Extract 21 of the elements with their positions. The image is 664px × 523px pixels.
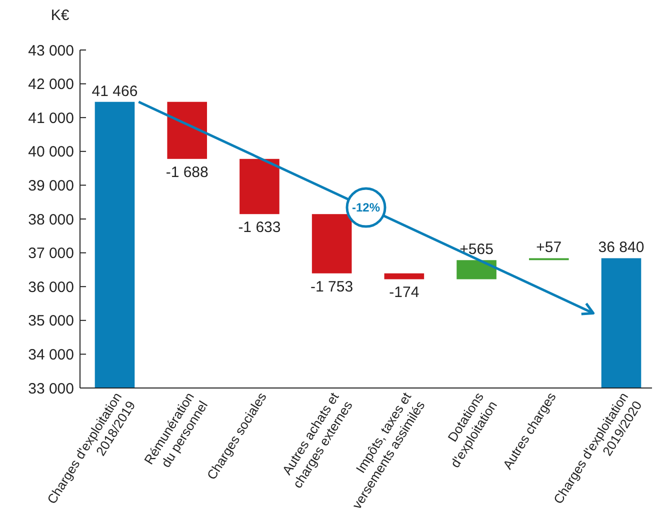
data-label: +565 [460, 241, 494, 258]
data-label: +57 [536, 239, 562, 256]
data-label: -1 753 [310, 278, 354, 296]
annotation: -12% [352, 200, 380, 215]
data-label: 41 466 [92, 82, 138, 100]
data-label: 36 840 [598, 239, 644, 256]
y-tick-label: 36 000 [28, 278, 74, 296]
y-tick-label: 38 000 [28, 211, 74, 228]
y-tick-label: 40 000 [28, 144, 74, 161]
y-tick-label: 41 000 [28, 110, 74, 127]
y-tick-label: 35 000 [28, 312, 74, 330]
y-tick-label: 43 000 [28, 42, 74, 60]
y-tick-label: 39 000 [28, 177, 74, 194]
y-axis-title: K€ [50, 7, 70, 24]
data-label: -1 633 [238, 219, 281, 236]
y-tick-label: 34 000 [28, 346, 74, 364]
data-label: -174 [389, 284, 420, 302]
data-label: -1 688 [166, 164, 208, 181]
y-tick-label: 33 000 [28, 380, 74, 398]
y-tick-label: 42 000 [28, 76, 74, 94]
y-tick-label: 37 000 [28, 245, 74, 262]
